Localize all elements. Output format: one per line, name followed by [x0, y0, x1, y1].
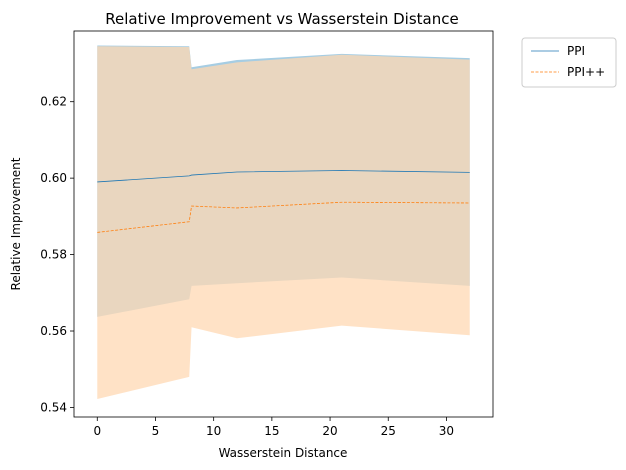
x-axis-label: Wasserstein Distance — [219, 446, 348, 460]
legend: PPI PPI++ — [521, 37, 617, 88]
line-ppi-plus-plus — [97, 201, 470, 233]
x-tick-label: 10 — [206, 424, 221, 438]
y-axis: 0.54 0.56 0.58 0.60 0.62 — [40, 95, 74, 414]
confidence-bands — [97, 45, 470, 400]
y-tick-label: 0.60 — [40, 171, 67, 185]
line-ppi — [97, 170, 470, 183]
y-tick-label: 0.56 — [40, 324, 67, 338]
legend-frame — [521, 37, 617, 88]
legend-label-ppi: PPI — [567, 44, 585, 58]
x-tick-label: 0 — [93, 424, 101, 438]
plot-frame — [73, 30, 494, 418]
series-lines — [97, 170, 470, 233]
band-ppi-plus-plus — [97, 46, 470, 400]
x-axis: 0 5 10 15 20 25 30 — [93, 417, 454, 438]
x-tick-label: 15 — [264, 424, 279, 438]
y-axis-label: Relative Improvement — [9, 157, 23, 290]
y-tick-label: 0.58 — [40, 248, 67, 262]
legend-label-ppi-plus-plus: PPI++ — [567, 65, 605, 79]
y-tick-label: 0.54 — [40, 400, 67, 414]
x-tick-label: 5 — [152, 424, 160, 438]
chart-title: Relative Improvement vs Wasserstein Dist… — [105, 10, 458, 28]
x-tick-label: 25 — [381, 424, 396, 438]
x-tick-label: 30 — [439, 424, 454, 438]
x-tick-label: 20 — [322, 424, 337, 438]
y-tick-label: 0.62 — [40, 95, 67, 109]
